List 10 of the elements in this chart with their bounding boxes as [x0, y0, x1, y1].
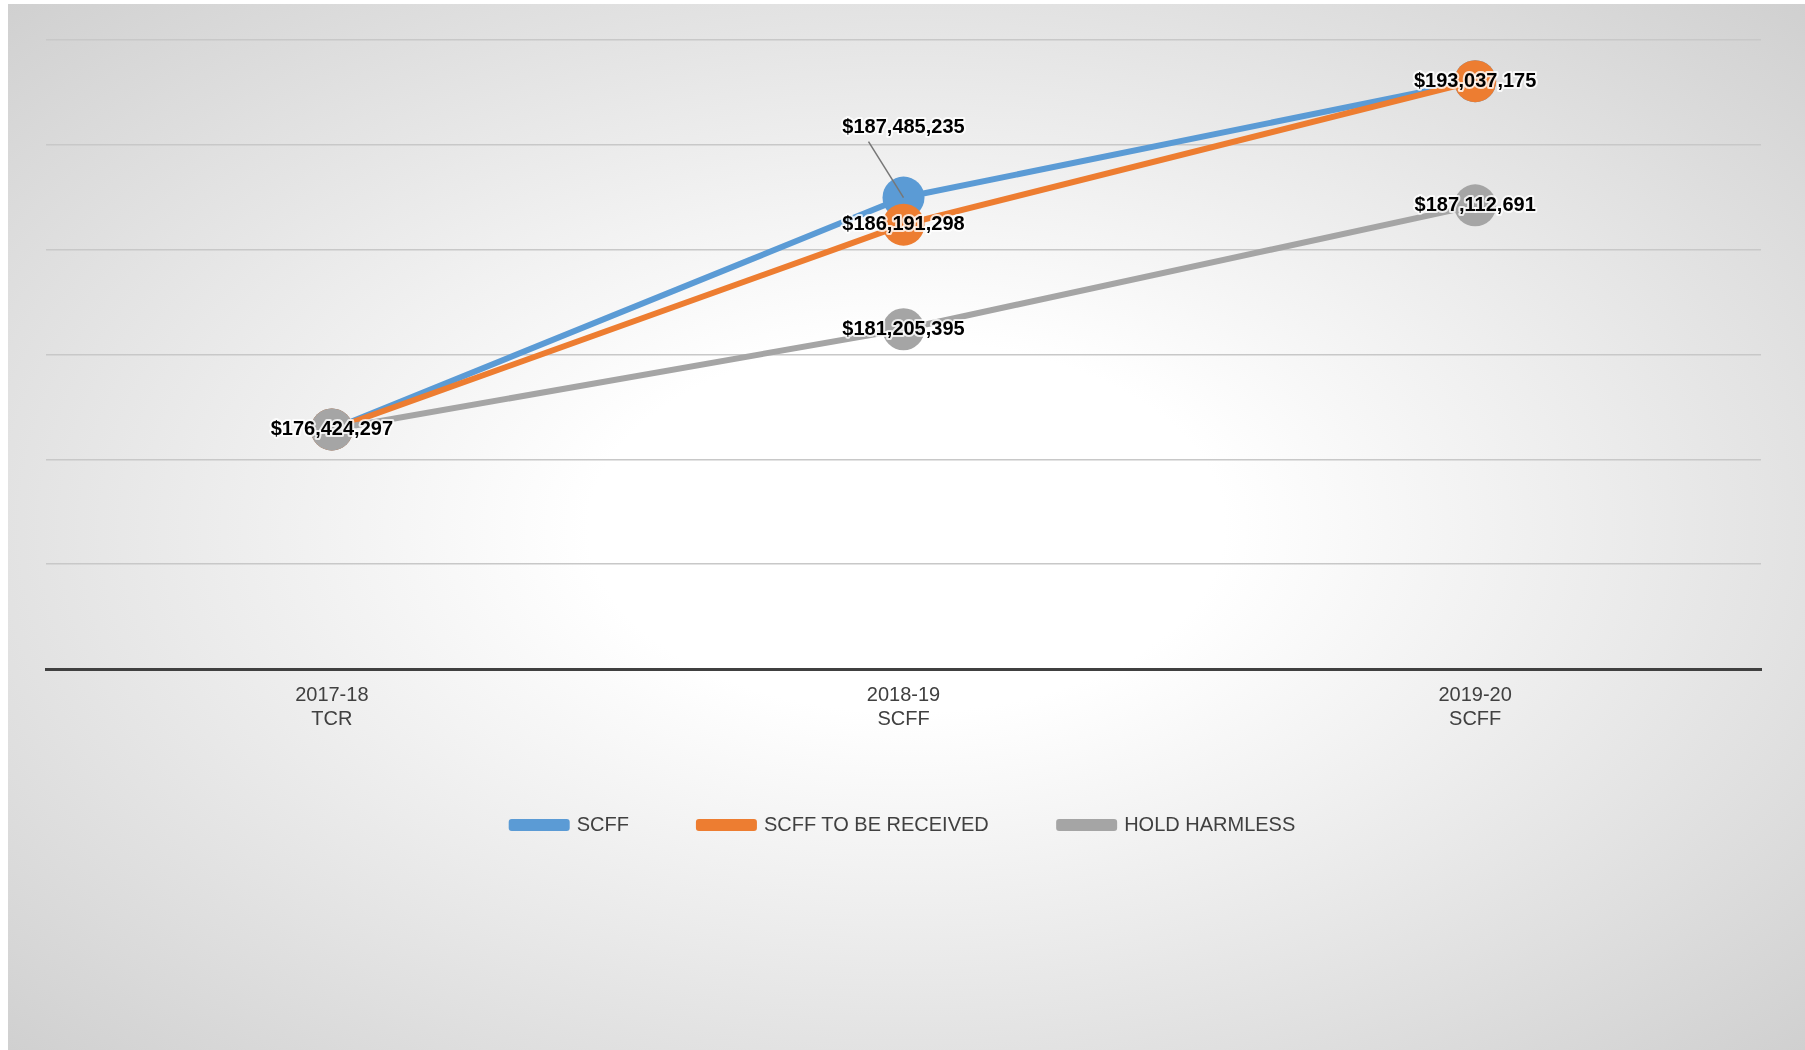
- x-tick-label: 2018-19 SCFF: [866, 682, 941, 729]
- legend-label: SCFF TO BE RECEIVED: [763, 812, 989, 835]
- x-tick-label: 2017-18 TCR: [295, 682, 369, 729]
- x-tick-label: 2019-20 SCFF: [1438, 682, 1512, 729]
- legend-label: HOLD HARMLESS: [1124, 812, 1296, 835]
- data-label: $176,424,297: [270, 416, 394, 439]
- data-label: $181,205,395: [842, 316, 965, 339]
- data-label: $187,112,691: [1414, 192, 1536, 215]
- data-label: $187,485,235: [842, 115, 965, 138]
- legend-label: SCFF: [576, 812, 629, 835]
